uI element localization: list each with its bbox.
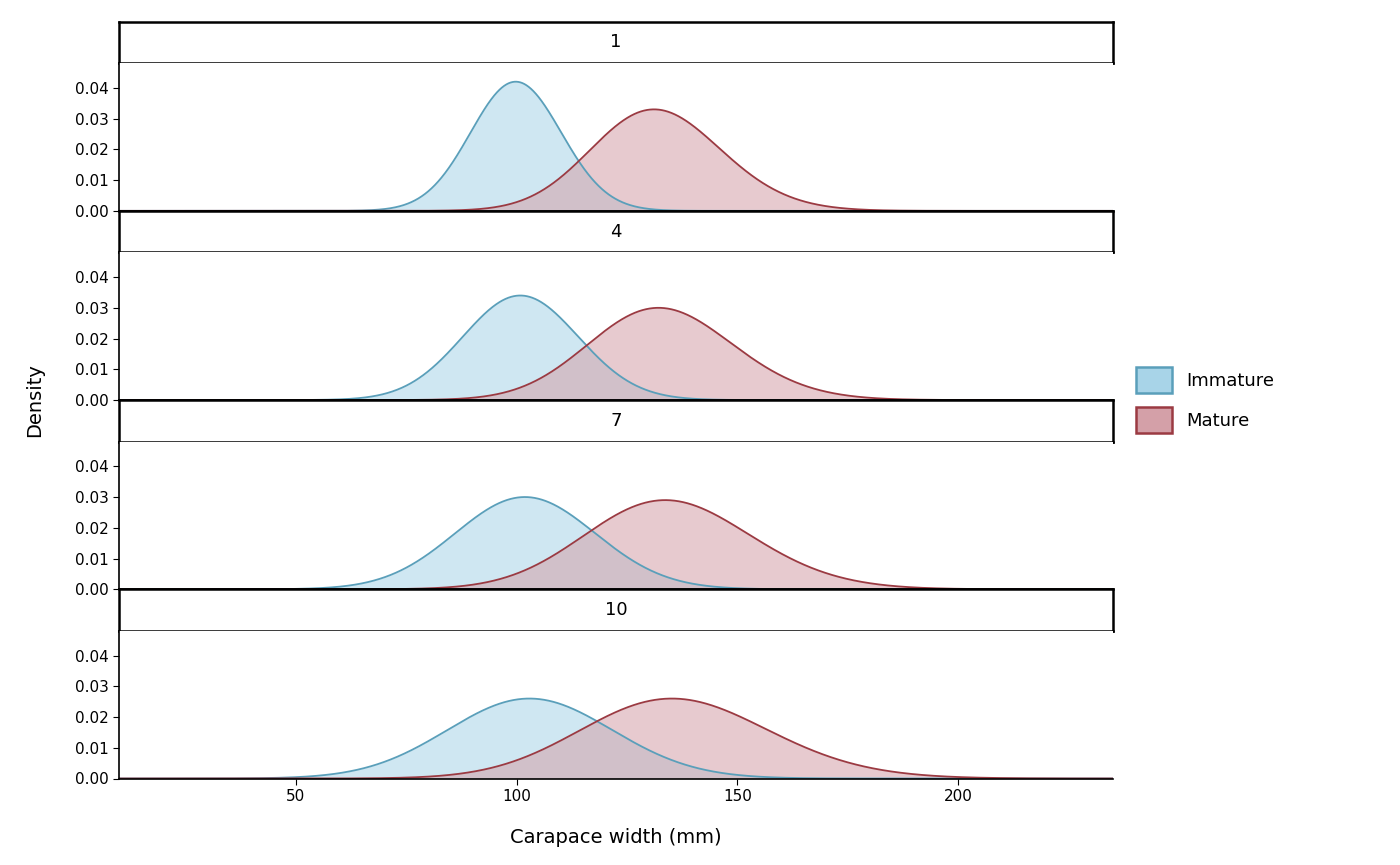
Text: Density: Density <box>25 363 45 437</box>
Text: 4: 4 <box>610 222 622 240</box>
Text: 10: 10 <box>605 601 627 619</box>
Legend: Immature, Mature: Immature, Mature <box>1135 368 1274 432</box>
Text: Carapace width (mm): Carapace width (mm) <box>510 828 722 847</box>
Text: 7: 7 <box>610 412 622 430</box>
Text: 1: 1 <box>610 34 622 51</box>
